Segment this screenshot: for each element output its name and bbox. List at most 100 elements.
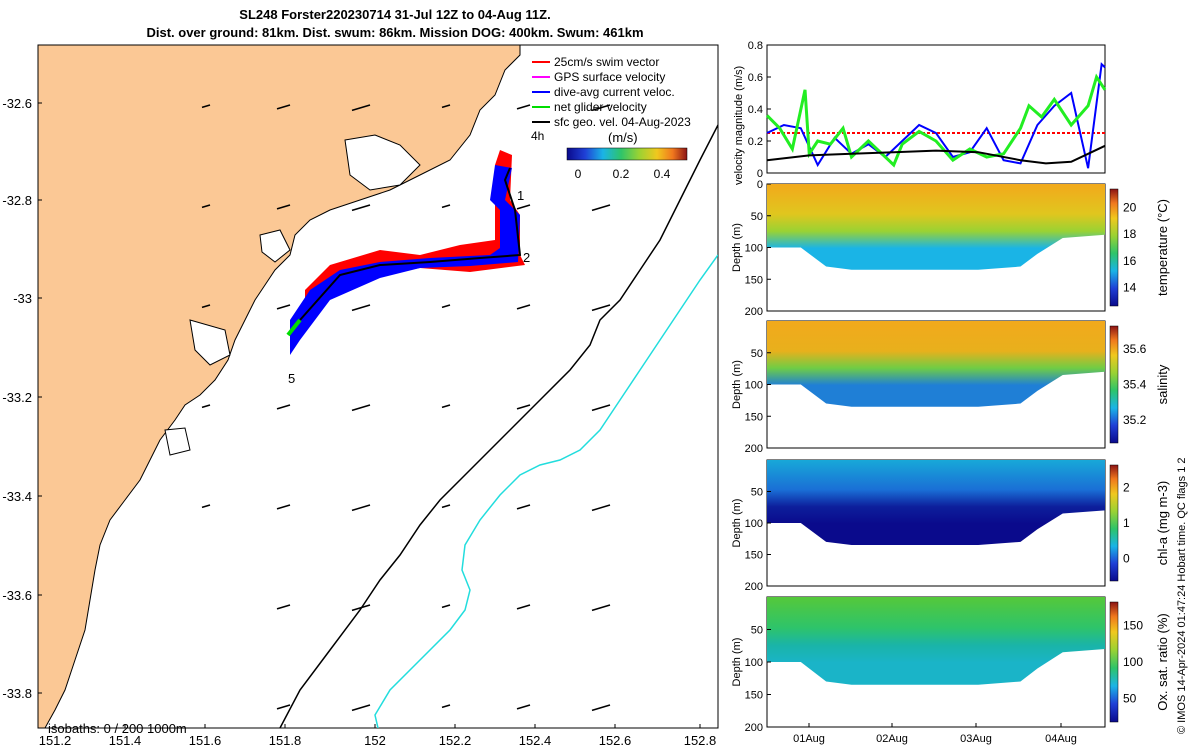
depth-tick: 100 [745, 518, 763, 530]
map-x-tick: 151.4 [109, 733, 142, 748]
colorbar-tick: 0 [575, 167, 582, 181]
surface-arrow [516, 104, 531, 110]
time-tick: 03Aug [960, 733, 992, 745]
isobaths-label: isobaths: 0 / 200 1000m [48, 721, 187, 736]
velocity-series-line [765, 73, 1107, 168]
depth-tick: 200 [745, 306, 763, 318]
credit-text: © IMOS 14-Apr-2024 01:47:24 Hobart time.… [1176, 457, 1188, 734]
surface-arrow [516, 504, 531, 510]
depth-label: Depth (m) [731, 360, 743, 409]
surface-arrow [276, 204, 291, 210]
map-x-tick: 152.4 [519, 733, 552, 748]
surface-arrow [591, 604, 611, 612]
surface-arrow [441, 304, 451, 309]
depth-tick: 50 [751, 211, 763, 223]
depth-label: Depth (m) [731, 638, 743, 687]
map-x-tick: 152.8 [684, 733, 717, 748]
surface-arrow [516, 404, 531, 410]
depth-tick: 150 [745, 411, 763, 423]
lake-1 [344, 134, 421, 191]
land-mass [38, 45, 521, 728]
day-marker-1: 1 [517, 188, 524, 203]
depth-tick: 50 [751, 487, 763, 499]
colorbar-tick: 0 [1123, 551, 1130, 565]
surface-arrow [201, 304, 211, 309]
section-colorbar-label: salinity [1155, 364, 1170, 404]
map-x-tick: 152 [364, 733, 386, 748]
colorbar-tick: 2 [1123, 481, 1130, 495]
surface-arrow [516, 204, 531, 210]
surface-arrow [441, 204, 451, 209]
surface-arrow [351, 304, 371, 312]
net-velocity-arrow [286, 318, 302, 337]
surface-arrow [591, 504, 611, 512]
colorbar-tick: 20 [1123, 200, 1137, 214]
surface-arrow [516, 604, 531, 610]
map-x-tick: 152.2 [439, 733, 472, 748]
surface-arrow [591, 104, 611, 112]
surface-arrow [591, 404, 611, 412]
velocity-y-tick: 0 [757, 168, 763, 180]
surface-arrow [276, 704, 291, 710]
depth-tick: 200 [745, 443, 763, 455]
map-x-tick: 152.6 [599, 733, 632, 748]
legend-label: dive-avg current veloc. [554, 85, 675, 99]
legend-label: net glider velocity [554, 100, 647, 114]
depth-tick: 100 [745, 243, 763, 255]
section-field [767, 460, 1105, 546]
depth-tick: 150 [745, 274, 763, 286]
velocity-y-tick: 0.8 [748, 40, 763, 52]
surface-arrow [201, 504, 211, 509]
colorbar-tick: 150 [1123, 618, 1143, 632]
depth-tick: 0 [757, 179, 763, 191]
map-y-axis: -32.6 -32.8 -33 -33.2 -33.4 -33.6 -33.8 [2, 96, 42, 701]
surface-arrow [516, 704, 531, 710]
section-colorbar [1109, 325, 1119, 444]
colorbar-tick: 50 [1123, 692, 1137, 706]
depth-tick: 200 [745, 581, 763, 593]
surface-arrow [276, 604, 291, 610]
depth-tick: 50 [751, 348, 763, 360]
colorbar-tick: 0.2 [613, 167, 630, 181]
velocity-panel: 0 0.2 0.4 0.6 0.8 velocity magnitude (m/s) [733, 40, 1107, 185]
depth-tick: 200 [745, 722, 763, 734]
colorbar-title: (m/s) [608, 130, 638, 145]
surface-arrow [441, 404, 451, 409]
velocity-frame [766, 44, 1106, 174]
legend-label: GPS surface velocity [554, 70, 665, 84]
legend-label: 25cm/s swim vector [554, 55, 659, 69]
time-tag: 4h [531, 129, 544, 143]
map-panel: 1 2 5 isobaths: 0 / 200 1000m 151.2 151.4… [2, 44, 719, 748]
surface-arrow [351, 704, 371, 712]
section-colorbar [1109, 601, 1119, 723]
time-tick: 01Aug [793, 733, 825, 745]
surface-arrow [591, 304, 611, 312]
current-band [290, 165, 520, 355]
colorbar-tick: 1 [1123, 516, 1130, 530]
lake-4 [164, 427, 191, 456]
section-field [767, 597, 1105, 685]
depth-tick: 150 [745, 690, 763, 702]
surface-arrow [276, 404, 291, 410]
map-x-tick: 151.6 [189, 733, 222, 748]
section-colorbar-label: Ox. sat. ratio (%) [1155, 613, 1170, 711]
lake-3 [189, 319, 231, 366]
surface-arrow [351, 104, 371, 112]
surface-arrow [201, 104, 211, 109]
day-marker-5: 5 [288, 371, 295, 386]
map-y-tick: -33.2 [2, 390, 32, 405]
colorbar-tick: 0.4 [654, 167, 671, 181]
map-y-tick: -33 [13, 291, 32, 306]
colorbar-tick: 18 [1123, 227, 1137, 241]
velocity-y-axis: 0 0.2 0.4 0.6 0.8 [748, 40, 771, 180]
surface-arrow [351, 504, 371, 512]
surface-arrow [276, 504, 291, 510]
map-y-tick: -33.8 [2, 686, 32, 701]
glider-track [299, 167, 522, 321]
map-y-tick: -33.4 [2, 489, 32, 504]
depth-label: Depth (m) [731, 499, 743, 548]
surface-arrow [276, 104, 291, 110]
isobath-1000m [374, 254, 718, 728]
colorbar-tick: 35.4 [1123, 378, 1147, 392]
